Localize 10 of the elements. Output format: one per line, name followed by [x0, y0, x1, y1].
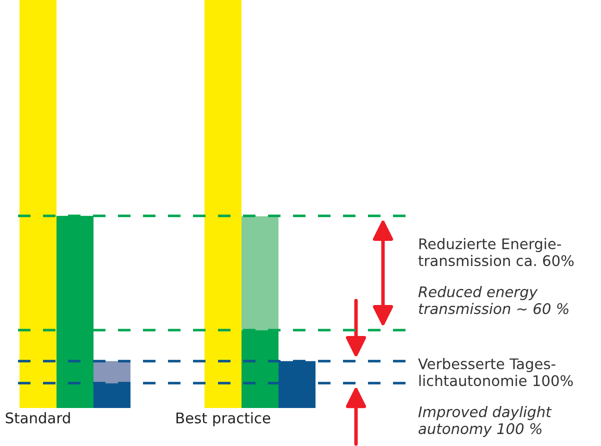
- text: Verbesserte Tages- lichtautonomie 100%: [418, 358, 573, 386]
- x-tick-label: Standard: [6, 412, 70, 424]
- bar: [94, 361, 130, 384]
- text: Reduced energy transmission ∼ 60 %: [418, 286, 568, 314]
- bar: [204, 0, 242, 408]
- bar: [20, 0, 56, 408]
- bar: [242, 216, 278, 330]
- x-tick-label: Best practice: [176, 412, 270, 426]
- text: Reduzierte Energie- transmission ca. 60%: [418, 238, 574, 266]
- text: Improved daylight autonomy 100 %: [418, 406, 552, 437]
